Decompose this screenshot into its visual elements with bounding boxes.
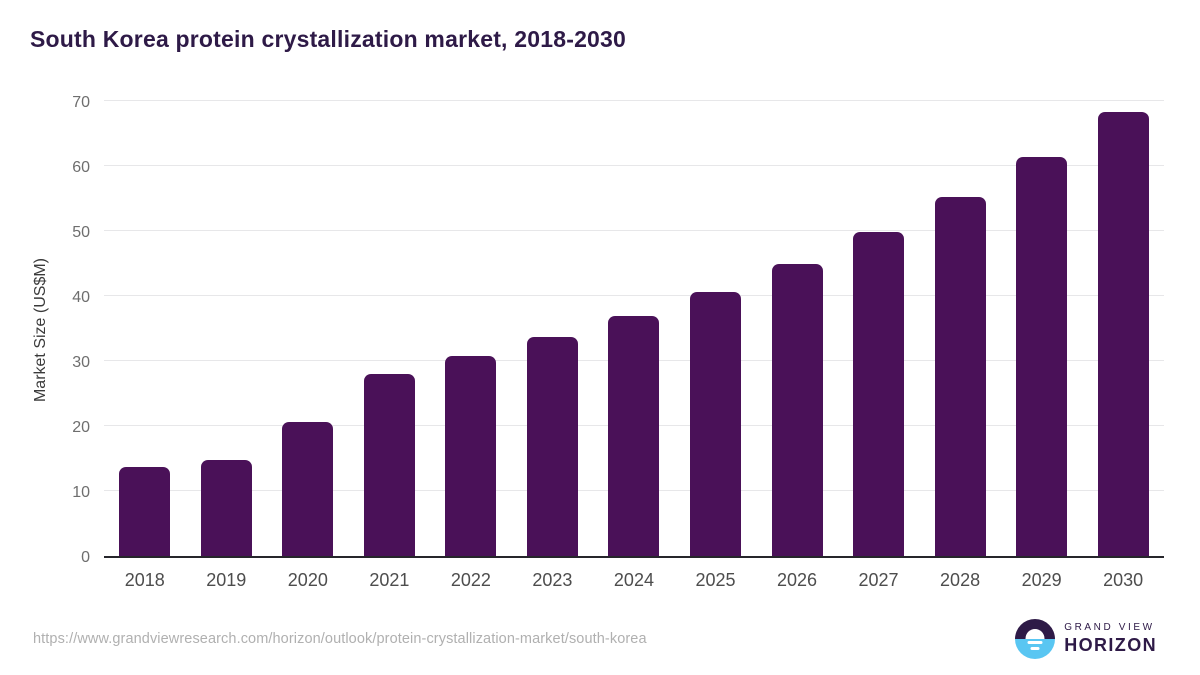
logo-dome-shape xyxy=(1025,629,1045,639)
y-tick-label: 40 xyxy=(72,289,90,306)
bar-slot xyxy=(1082,103,1164,556)
logo-text-horizon: HORIZON xyxy=(1064,635,1157,655)
logo-wave-shape xyxy=(1030,647,1040,650)
y-tick-label: 50 xyxy=(72,224,90,241)
logo-text: GRAND VIEW HORIZON xyxy=(1064,622,1157,656)
bar-slot xyxy=(430,103,512,556)
bar-slot xyxy=(838,103,920,556)
x-tick-label: 2024 xyxy=(613,570,654,590)
y-tick-label: 20 xyxy=(72,419,90,436)
bar-slot xyxy=(104,103,186,556)
x-tick-label: 2021 xyxy=(369,570,410,590)
bar xyxy=(526,337,578,556)
chart-title: South Korea protein crystallization mark… xyxy=(30,26,627,52)
horizon-sun-icon xyxy=(1015,619,1056,659)
y-axis-tick-labels: 0 10 20 30 40 50 60 70 xyxy=(0,94,90,566)
bar-series xyxy=(104,103,1164,556)
logo-text-grand-view: GRAND VIEW xyxy=(1064,622,1155,633)
x-tick-label: 2028 xyxy=(940,570,981,590)
x-tick-label: 2018 xyxy=(124,570,165,590)
bar xyxy=(1097,112,1149,556)
bar-slot xyxy=(756,103,838,556)
footer: https://www.grandviewresearch.com/horizo… xyxy=(0,610,1200,668)
y-tick-label: 70 xyxy=(72,94,90,111)
bar xyxy=(1016,157,1068,556)
bar-slot xyxy=(349,103,431,556)
bar xyxy=(608,315,660,556)
x-tick-label: 2022 xyxy=(450,570,491,590)
bar-slot xyxy=(1001,103,1083,556)
gridline xyxy=(104,295,1164,296)
gridline xyxy=(104,230,1164,231)
logo-wave-shape xyxy=(1027,641,1043,644)
bar xyxy=(200,459,252,556)
bar-slot xyxy=(593,103,675,556)
bar xyxy=(689,291,741,556)
y-tick-label: 0 xyxy=(81,549,90,566)
bar xyxy=(445,356,497,556)
bar xyxy=(934,197,986,556)
plot-area xyxy=(104,100,1164,558)
gridline xyxy=(104,100,1164,101)
x-tick-label: 2023 xyxy=(532,570,573,590)
y-tick-label: 60 xyxy=(72,159,90,176)
x-tick-label: 2020 xyxy=(287,570,328,590)
x-tick-label: 2027 xyxy=(858,570,899,590)
bar xyxy=(119,467,171,556)
bar-slot xyxy=(675,103,757,556)
bar-slot xyxy=(186,103,268,556)
gridline xyxy=(104,165,1164,166)
bar xyxy=(282,422,334,556)
bar-slot xyxy=(512,103,594,556)
x-axis-tick-labels: 2018 2019 2020 2021 2022 2023 2024 2025 2026 2027… xyxy=(104,570,1164,591)
x-tick-label: 2029 xyxy=(1021,570,1062,590)
bar xyxy=(363,374,415,556)
grand-view-horizon-logo: GRAND VIEW HORIZON xyxy=(1015,619,1157,659)
x-tick-label: 2025 xyxy=(695,570,736,590)
y-tick-label: 30 xyxy=(72,354,90,371)
bar xyxy=(771,264,823,556)
x-tick-label: 2026 xyxy=(776,570,818,590)
bar-slot xyxy=(919,103,1001,556)
x-tick-label: 2030 xyxy=(1103,570,1144,590)
x-tick-label: 2019 xyxy=(206,570,247,590)
source-url: https://www.grandviewresearch.com/horizo… xyxy=(33,631,647,647)
bar xyxy=(853,232,905,556)
y-tick-label: 10 xyxy=(72,484,90,501)
bar-slot xyxy=(267,103,349,556)
